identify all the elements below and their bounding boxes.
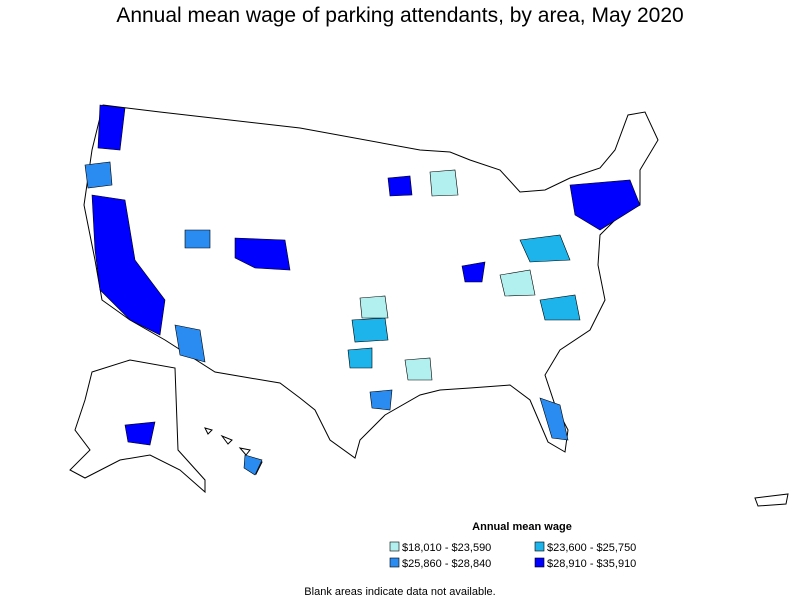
region [174,324,206,363]
region [184,229,211,249]
map-title: Annual mean wage of parking attendants, … [116,4,683,27]
region [569,179,641,231]
region [347,347,373,369]
region [243,454,263,476]
legend-label: $18,010 - $23,590 [402,542,491,554]
map [69,104,789,507]
legend-label: $28,910 - $35,910 [547,558,636,570]
legend-swatch [389,541,400,552]
legend-swatch [534,557,545,568]
legend-swatch [534,541,545,552]
region [234,237,291,271]
region [519,234,571,263]
legend-swatch [389,557,400,568]
region [351,317,389,343]
legend: Annual mean wage $18,010 - $23,590 $23,60… [389,521,636,570]
region [429,169,459,197]
region [539,397,569,441]
region [499,269,536,297]
region [124,421,156,446]
regions [84,104,641,476]
legend-title: Annual mean wage [472,521,572,533]
legend-label: $23,600 - $25,750 [547,542,636,554]
region [539,294,581,321]
region [97,104,126,151]
region [91,194,166,336]
puerto-rico [754,493,789,507]
region [359,295,389,319]
region [404,357,433,381]
region [84,161,113,189]
region [387,175,413,197]
footnote: Blank areas indicate data not available. [304,586,495,598]
region [369,389,393,411]
legend-label: $25,860 - $28,840 [402,558,491,570]
region [461,261,486,283]
